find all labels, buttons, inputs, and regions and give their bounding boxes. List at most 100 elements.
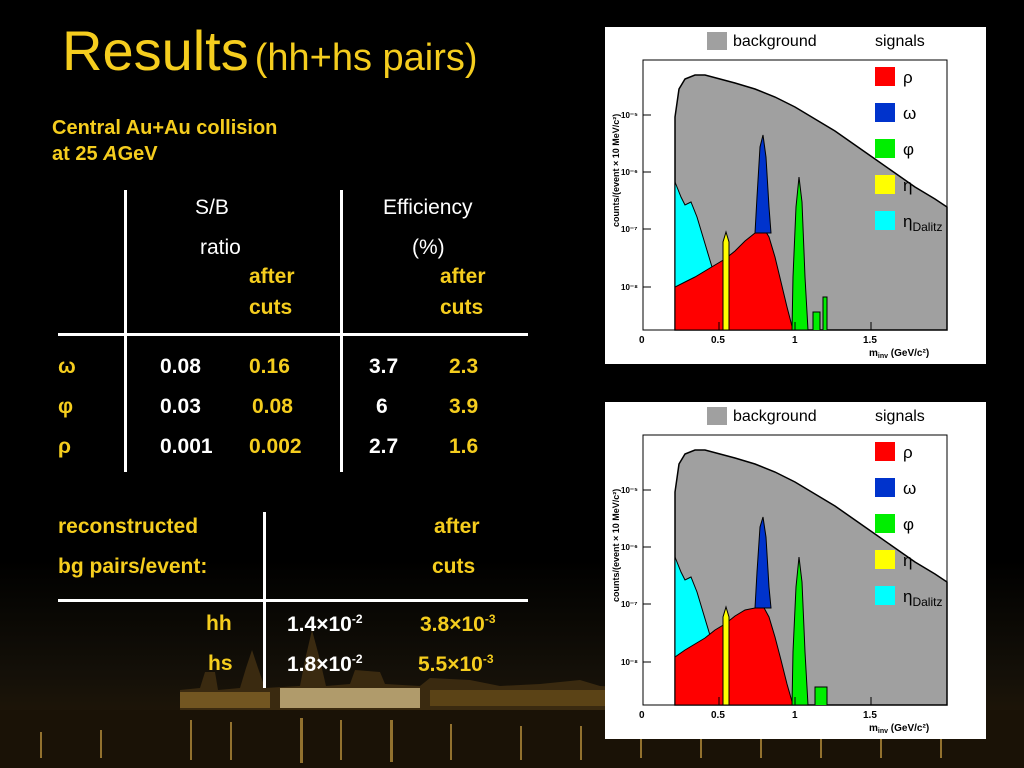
pairs-value: 1.4×10-2 [287,612,363,637]
particle-label: φ [58,395,74,418]
x-axis-label: minv (GeV/c²) [869,348,929,360]
legend-item-label: η [903,551,912,570]
y-tick-label: 10⁻⁷ [621,600,637,609]
phi-histogram [791,176,809,331]
title-main: Results [62,19,249,82]
reconstructed-label: reconstructed [58,515,199,538]
legend-item-label: ηDalitz [903,587,942,609]
background-legend-swatch [707,32,727,50]
plot-canvas: 10⁻⁵ 10⁻⁶ 10⁻⁷ 10⁻⁸ 0 0.5 1 1.5 minv (Ge… [611,32,948,360]
signals-legend-label: signals [875,408,925,425]
phi-legend-swatch [875,139,895,158]
sb-cut-value: 0.08 [252,395,293,418]
y-tick-label: 10⁻⁶ [621,168,638,177]
legend-item-label: ηDalitz [903,212,942,234]
legend-item-label: ρ [903,443,913,462]
legend-item-main: η [903,212,912,231]
pair-type: hh [206,612,232,635]
eta-legend-swatch [875,175,895,194]
pairs-cut-exp: -3 [482,652,494,666]
x-tick-label: 0 [639,335,645,346]
table2-after-label: after [434,515,480,538]
sb-header: S/B [195,196,229,219]
y-tick-label: 10⁻⁷ [621,225,637,234]
pairs-exp: -2 [351,612,363,626]
eff-value: 6 [376,395,388,418]
eta-dalitz-legend-swatch [875,211,895,230]
table1-divider-right [340,190,343,472]
efficiency-header: Efficiency [383,196,473,219]
eff-value: 3.7 [369,355,399,378]
legend-item-label: φ [903,140,914,159]
background-legend-label: background [733,408,817,425]
sb-cut-value: 0.002 [249,435,302,458]
x-tick-label: 1.5 [863,710,877,721]
x-tick-label: 1.5 [863,335,877,346]
y-tick-label: 10⁻⁵ [621,111,638,120]
x-axis-label-unit: (GeV/c²) [888,348,929,359]
eff-cut-value: 3.9 [449,395,479,418]
eta-legend-swatch [875,550,895,569]
table1-header-rule [58,333,528,336]
legend-item-label: ρ [903,68,913,87]
legend-item-label: ω [903,479,916,498]
background-legend-label: background [733,33,817,50]
collision-suffix: GeV [117,143,158,165]
legend-item-main: η [903,587,912,606]
pairs-cut-base: 3.8×10 [420,613,485,636]
sb-after-label: after [249,265,295,288]
x-axis-label-main: m [869,348,878,359]
collision-prefix: at 25 [52,143,104,165]
collision-line-2: at 25 AGeV [52,143,158,166]
legend-item-sub: Dalitz [912,220,942,234]
bg-pairs-label: bg pairs/event: [58,555,208,578]
x-axis-label-sub: inv [878,353,888,360]
eta-histogram [722,230,730,331]
y-tick-label: 10⁻⁸ [621,658,638,667]
rho-legend-swatch [875,67,895,86]
eff-cuts-label: cuts [440,296,484,319]
rho-histogram [674,605,794,706]
mass-spectrum-plot-top: 10⁻⁵ 10⁻⁶ 10⁻⁷ 10⁻⁸ 0 0.5 1 1.5 minv (Ge… [605,27,986,364]
x-tick-label: 0 [639,710,645,721]
x-tick-label: 1 [792,335,798,346]
particle-label: ρ [58,435,71,458]
omega-legend-swatch [875,103,895,122]
pairs-cut-base: 5.5×10 [418,653,483,676]
legend-item-label: ω [903,104,916,123]
plot-canvas: 10⁻⁵ 10⁻⁶ 10⁻⁷ 10⁻⁸ 0 0.5 1 1.5 minv (Ge… [611,407,948,735]
pairs-base: 1.4×10 [287,613,352,636]
x-axis-label-unit: (GeV/c²) [888,723,929,734]
pairs-cut-value: 5.5×10-3 [418,652,494,677]
x-tick-label: 0.5 [711,335,725,346]
sb-header-ratio: ratio [200,236,241,259]
collision-line-1: Central Au+Au collision [52,117,278,139]
sb-value: 0.08 [160,355,201,378]
omega-histogram [754,516,772,609]
rho-legend-swatch [875,442,895,461]
pairs-base: 1.8×10 [287,653,352,676]
table2-header-rule [58,599,528,602]
phi-histogram [791,556,809,706]
efficiency-header-percent: (%) [412,236,445,259]
mass-spectrum-plot-bottom: 10⁻⁵ 10⁻⁶ 10⁻⁷ 10⁻⁸ 0 0.5 1 1.5 minv (Ge… [605,402,986,739]
pairs-value: 1.8×10-2 [287,652,363,677]
omega-legend-swatch [875,478,895,497]
slide-title: Results (hh+hs pairs) [62,18,478,83]
sb-cuts-label: cuts [249,296,293,319]
background-legend-swatch [707,407,727,425]
legend-item-label: φ [903,515,914,534]
collision-italic-a: A [103,143,118,165]
sb-cut-value: 0.16 [249,355,290,378]
sb-value: 0.03 [160,395,201,418]
x-axis-label-sub: inv [878,728,888,735]
eff-after-label: after [440,265,486,288]
eta-dalitz-legend-swatch [875,586,895,605]
signals-legend-label: signals [875,33,925,50]
y-tick-label: 10⁻⁶ [621,543,638,552]
pair-type: hs [208,652,233,675]
legend-item-label: η [903,176,912,195]
pairs-exp: -2 [351,652,363,666]
x-axis-label: minv (GeV/c²) [869,723,929,735]
x-tick-label: 1 [792,710,798,721]
